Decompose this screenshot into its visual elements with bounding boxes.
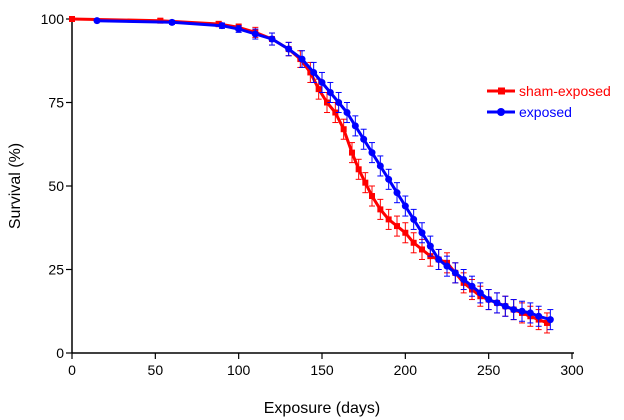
axes: 0 50 100 150 200 250 300 0 25 50 75 100	[41, 11, 584, 378]
legend-label: exposed	[519, 104, 572, 120]
series-exposed	[93, 17, 554, 331]
x-tick-label: 50	[148, 362, 164, 378]
y-axis-title: Survival (%)	[7, 143, 24, 229]
data-point	[318, 78, 326, 86]
data-point	[377, 206, 384, 213]
data-point	[385, 216, 392, 223]
data-point	[526, 309, 534, 317]
data-point	[376, 162, 384, 170]
data-point	[235, 25, 243, 33]
data-point	[460, 276, 468, 284]
series-sham-exposed	[69, 16, 550, 334]
data-point	[285, 45, 293, 53]
data-point	[518, 307, 526, 315]
data-point	[335, 99, 343, 106]
legend-marker	[497, 108, 505, 116]
data-point	[501, 302, 509, 310]
data-point	[343, 109, 351, 117]
data-point	[340, 126, 347, 133]
data-point	[535, 312, 543, 320]
data-point	[546, 316, 554, 324]
data-point	[268, 35, 276, 43]
y-tick-label: 25	[48, 262, 64, 278]
data-point	[69, 16, 75, 22]
y-tick-label: 0	[56, 345, 64, 361]
data-point	[326, 88, 334, 96]
legend-item-sham-exposed: sham-exposed	[487, 83, 611, 99]
data-point	[435, 255, 443, 263]
x-tick-label: 200	[394, 362, 418, 378]
data-point	[385, 175, 393, 183]
series-line	[71, 17, 548, 325]
data-point	[251, 30, 259, 38]
data-point	[510, 306, 518, 314]
data-point	[410, 215, 418, 223]
x-tick-label: 150	[310, 362, 334, 378]
data-point	[419, 246, 425, 253]
data-point	[394, 223, 400, 230]
data-point	[493, 299, 501, 307]
y-tick-label: 75	[48, 95, 64, 111]
legend-item-exposed: exposed	[487, 104, 572, 120]
data-point	[485, 296, 493, 304]
legend-label: sham-exposed	[519, 83, 611, 99]
data-point	[93, 17, 101, 25]
data-point	[349, 149, 355, 156]
data-point	[315, 86, 322, 93]
x-axis-title: Exposure (days)	[264, 400, 381, 417]
data-point	[443, 262, 451, 270]
plot-area	[69, 16, 554, 334]
x-tick-label: 0	[68, 362, 76, 378]
data-point	[355, 166, 362, 173]
y-tick-label: 50	[48, 178, 64, 194]
x-tick-label: 250	[477, 362, 501, 378]
data-point	[393, 189, 401, 197]
data-point	[402, 229, 409, 236]
data-point	[310, 68, 318, 76]
series-line	[96, 19, 551, 322]
legend-marker	[498, 87, 505, 95]
data-point	[369, 193, 375, 200]
data-point	[451, 269, 459, 277]
data-point	[332, 109, 339, 116]
data-point	[410, 239, 417, 246]
data-point	[544, 319, 550, 326]
data-point	[168, 18, 176, 26]
data-point	[368, 149, 376, 157]
data-point	[218, 22, 226, 30]
data-point	[476, 289, 484, 297]
x-tick-label: 100	[227, 362, 251, 378]
legend: sham-exposed exposed	[487, 83, 611, 120]
data-point	[360, 135, 368, 143]
data-point	[351, 122, 359, 130]
data-point	[418, 229, 426, 237]
data-point	[468, 282, 476, 290]
data-point	[298, 55, 306, 63]
data-point	[324, 99, 330, 106]
x-tick-label: 300	[560, 362, 584, 378]
data-point	[362, 179, 369, 186]
data-point	[426, 242, 434, 250]
data-point	[401, 202, 409, 210]
y-tick-label: 100	[41, 11, 65, 27]
